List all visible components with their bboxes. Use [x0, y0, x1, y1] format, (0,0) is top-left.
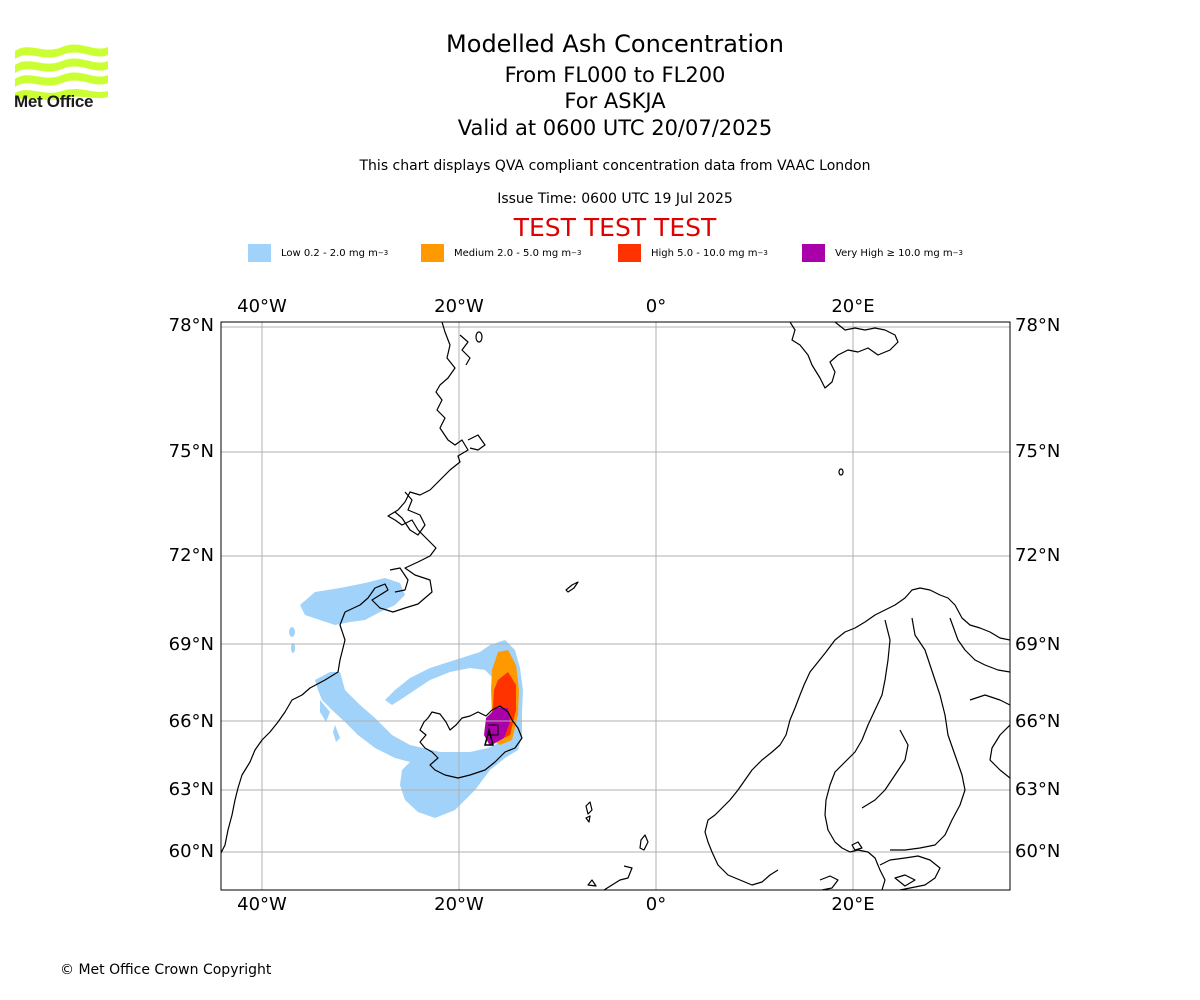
volcano-area-outline [488, 724, 499, 736]
legend-item-very-high: Very High ≥ 10.0 mg m −3 [802, 244, 963, 262]
brand-name: Met Office [14, 92, 94, 111]
legend-swatch-very-high [802, 244, 825, 262]
lon-label-top: 40°W [237, 296, 287, 317]
issue-time: Issue Time: 0600 UTC 19 Jul 2025 [497, 191, 733, 207]
map-frame [220, 321, 1011, 891]
legend-label-low: Low 0.2 - 2.0 mg m [281, 247, 378, 259]
legend-item-medium: Medium 2.0 - 5.0 mg m −3 [421, 244, 581, 262]
test-banner: TEST TEST TEST [513, 213, 717, 242]
lat-label-left: 75°N [169, 441, 214, 462]
lat-label-left: 66°N [169, 711, 214, 732]
legend-unit-exponent: −3 [757, 249, 768, 257]
lat-label-left: 78°N [169, 315, 214, 336]
lon-label-bottom: 20°W [434, 894, 484, 915]
lat-label-right: 63°N [1015, 779, 1060, 800]
lon-label-top: 20°W [434, 296, 484, 317]
volcano-name: For ASKJA [564, 89, 666, 113]
ash-low-region [289, 578, 523, 818]
lat-label-left: 72°N [169, 545, 214, 566]
valid-time: Valid at 0600 UTC 20/07/2025 [457, 116, 773, 140]
legend-label-very-high: Very High ≥ 10.0 mg m [835, 247, 953, 259]
chart-title: Modelled Ash Concentration [446, 30, 784, 58]
legend-item-high: High 5.0 - 10.0 mg m −3 [618, 244, 768, 262]
lat-label-right: 78°N [1015, 315, 1060, 336]
legend-swatch-high [618, 244, 641, 262]
legend-label-high: High 5.0 - 10.0 mg m [651, 247, 758, 259]
lon-label-bottom: 20°E [831, 894, 874, 915]
map-content [221, 322, 1010, 890]
lon-label-top: 20°E [831, 296, 874, 317]
legend-unit-exponent: −3 [952, 249, 963, 257]
lat-label-left: 69°N [169, 634, 214, 655]
legend-unit-exponent: −3 [377, 249, 389, 257]
concentration-legend: Low 0.2 - 2.0 mg m −3 Medium 2.0 - 5.0 mg… [248, 244, 1008, 264]
map-gridlines [221, 322, 1010, 890]
lon-label-bottom: 40°W [237, 894, 287, 915]
met-office-wave-logo-icon [15, 44, 108, 101]
lon-label-top: 0° [646, 296, 666, 317]
lat-label-right: 66°N [1015, 711, 1060, 732]
coastlines [221, 322, 1010, 890]
legend-unit-exponent: −3 [571, 249, 582, 257]
lat-label-left: 63°N [169, 779, 214, 800]
legend-swatch-medium [421, 244, 444, 262]
chart-description: This chart displays QVA compliant concen… [359, 158, 871, 174]
lon-label-bottom: 0° [646, 894, 666, 915]
lat-label-right: 75°N [1015, 441, 1060, 462]
legend-label-medium: Medium 2.0 - 5.0 mg m [454, 247, 572, 259]
lat-label-right: 72°N [1015, 545, 1060, 566]
volcano-marker-icon [484, 727, 494, 746]
legend-swatch-low [248, 244, 271, 262]
flight-level-range: From FL000 to FL200 [504, 63, 726, 87]
lat-label-right: 60°N [1015, 841, 1060, 862]
lat-label-right: 69°N [1015, 634, 1060, 655]
legend-item-low: Low 0.2 - 2.0 mg m −3 [248, 244, 388, 262]
copyright-notice: © Met Office Crown Copyright [60, 962, 272, 978]
lat-label-left: 60°N [169, 841, 214, 862]
